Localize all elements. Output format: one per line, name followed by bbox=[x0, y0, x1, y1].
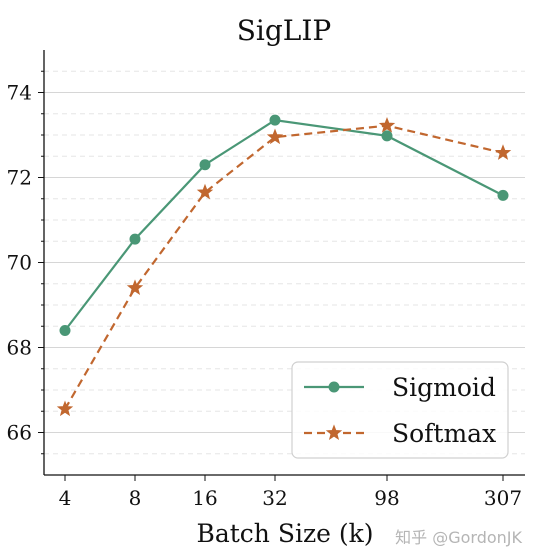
x-tick-label: 8 bbox=[129, 486, 142, 510]
chart-title: SigLIP bbox=[237, 14, 332, 47]
axes bbox=[38, 50, 525, 481]
sigmoid-point bbox=[59, 325, 71, 336]
y-tick-label: 70 bbox=[7, 251, 32, 275]
legend-label: Sigmoid bbox=[392, 373, 496, 402]
x-tick-labels: 4 8 16 32 98 307 bbox=[59, 486, 522, 510]
x-tick-label: 98 bbox=[374, 486, 399, 510]
legend-label: Softmax bbox=[392, 419, 496, 448]
softmax-point bbox=[266, 128, 284, 145]
y-tick-labels: 66 68 70 72 74 bbox=[7, 81, 32, 445]
x-tick-label: 32 bbox=[262, 486, 287, 510]
series-group bbox=[56, 114, 512, 417]
x-axis-label: Batch Size (k) bbox=[196, 519, 373, 548]
softmax-point bbox=[196, 183, 214, 200]
y-tick-label: 68 bbox=[7, 336, 32, 360]
sigmoid-point bbox=[381, 130, 393, 142]
sigmoid-point bbox=[269, 114, 281, 126]
x-tick-label: 307 bbox=[484, 486, 522, 510]
sigmoid-point bbox=[497, 189, 509, 201]
legend-marker bbox=[325, 424, 343, 440]
softmax-point bbox=[494, 144, 512, 160]
sigmoid-line bbox=[64, 118, 504, 332]
watermark-text: 知乎 @GordonJK bbox=[395, 528, 522, 547]
series-sigmoid bbox=[59, 114, 509, 336]
x-tick-label: 4 bbox=[59, 486, 72, 510]
sigmoid-point bbox=[199, 159, 211, 171]
legend-marker bbox=[328, 381, 340, 393]
legend: Sigmoid Softmax bbox=[291, 361, 509, 459]
x-tick-label: 16 bbox=[192, 486, 217, 510]
y-tick-label: 72 bbox=[7, 166, 32, 190]
softmax-point bbox=[126, 279, 144, 295]
softmax-line bbox=[64, 124, 504, 410]
legend-entry-sigmoid: Sigmoid bbox=[304, 373, 496, 402]
legend-entry-softmax: Softmax bbox=[304, 419, 496, 448]
series-softmax bbox=[56, 117, 512, 417]
softmax-point bbox=[378, 117, 396, 133]
sigmoid-point bbox=[129, 233, 141, 245]
y-tick-label: 66 bbox=[7, 421, 32, 445]
softmax-point bbox=[56, 400, 74, 417]
y-tick-label: 74 bbox=[7, 81, 32, 105]
